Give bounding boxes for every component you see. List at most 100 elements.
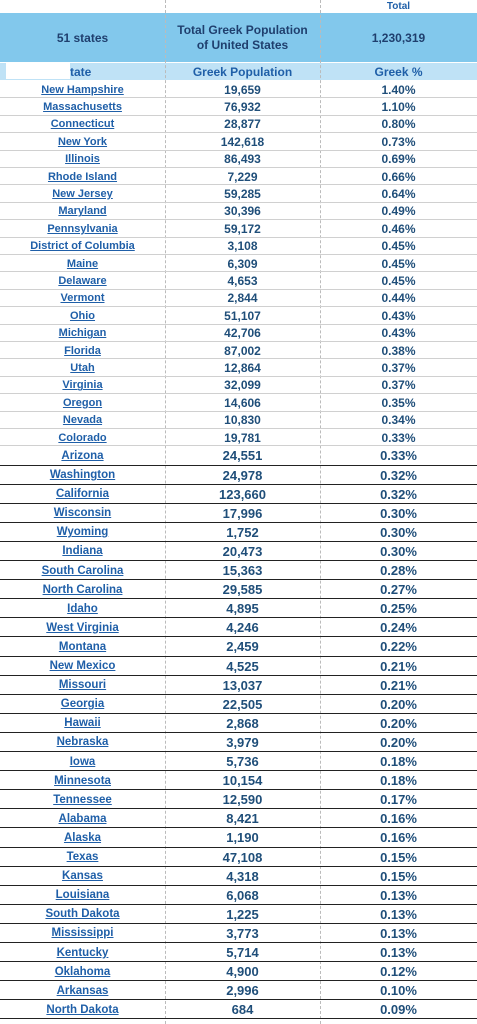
states-label: 51 states: [56, 30, 109, 45]
row-border: [0, 375, 477, 377]
population: 76,932: [224, 100, 261, 115]
state-name: North Carolina: [42, 583, 123, 596]
percent: 0.12%: [380, 964, 417, 980]
population: 22,505: [222, 696, 263, 712]
row-border: [0, 271, 477, 273]
percent: 0.44%: [381, 291, 416, 306]
percent: 0.37%: [381, 361, 416, 376]
row-border: [0, 201, 477, 203]
state-name: Georgia: [60, 698, 105, 711]
state-name: Oregon: [62, 396, 103, 409]
row-border: [0, 288, 477, 290]
state-name: Alaska: [63, 831, 102, 844]
state-name: Tennessee: [53, 793, 112, 806]
row-border: [0, 184, 477, 186]
row-border: [0, 1018, 477, 1020]
percent: 0.21%: [380, 658, 417, 674]
row-border: [0, 865, 477, 867]
state-name: Maine: [66, 257, 99, 270]
row-border: [0, 731, 477, 733]
percent: 0.13%: [380, 906, 417, 922]
state-name: Wisconsin: [53, 507, 112, 520]
state-name: Michigan: [58, 327, 107, 340]
population: 47,108: [222, 849, 263, 865]
row-border: [0, 961, 477, 963]
percent: 0.32%: [380, 467, 417, 483]
title-line: Total Greek Population: [177, 22, 308, 37]
population: 10,830: [224, 413, 261, 428]
percent: 0.13%: [380, 887, 417, 903]
percent: 0.38%: [381, 343, 416, 358]
state-name: Texas: [66, 851, 99, 864]
row-border: [0, 358, 477, 360]
row-border: [0, 980, 477, 982]
row-border: [0, 846, 477, 848]
row-border: [0, 942, 477, 943]
percent: 0.13%: [380, 945, 417, 961]
percent: 0.43%: [381, 308, 416, 323]
population: 4,318: [226, 868, 259, 884]
percent: 1.40%: [381, 82, 416, 97]
population: 20,473: [222, 543, 263, 559]
state-name: Minnesota: [54, 774, 111, 787]
percent: 0.20%: [380, 715, 417, 731]
row-border: [0, 884, 477, 886]
percent: 0.66%: [381, 169, 416, 184]
percent: 0.46%: [381, 221, 416, 236]
column-header: tate: [70, 64, 92, 79]
percent: 0.20%: [380, 734, 417, 750]
state-name: Connecticut: [50, 118, 115, 131]
column-header: Greek %: [374, 64, 423, 79]
row-border: [0, 540, 477, 542]
state-name: Florida: [64, 344, 101, 357]
population: 123,660: [219, 486, 266, 502]
row-border: [0, 617, 477, 619]
state-name: Virginia: [62, 379, 103, 392]
population: 5,736: [226, 754, 259, 770]
state-name: Indiana: [62, 545, 103, 558]
population: 32,099: [224, 378, 261, 393]
percent: 0.15%: [380, 849, 417, 865]
state-name: New Hampshire: [41, 83, 124, 96]
percent: 0.16%: [380, 811, 417, 827]
population: 14,606: [224, 395, 261, 410]
percent: 0.34%: [381, 413, 416, 428]
population: 86,493: [224, 152, 261, 167]
state-name: Idaho: [67, 602, 98, 615]
row-border: [0, 149, 477, 151]
state-name: District of Columbia: [30, 240, 135, 253]
population: 42,706: [224, 326, 261, 341]
row-border: [0, 393, 477, 395]
percent: 0.45%: [381, 274, 416, 289]
row-border: [0, 636, 477, 638]
state-name: Alabama: [58, 812, 107, 825]
percent: 0.45%: [381, 239, 416, 254]
state-name: Illinois: [65, 153, 100, 166]
state-name: Vermont: [60, 292, 105, 305]
percent: 0.37%: [381, 378, 416, 393]
population: 4,246: [226, 620, 259, 636]
state-name: Ohio: [69, 309, 96, 322]
population: 10,154: [222, 773, 263, 789]
row-border: [0, 502, 477, 504]
state-name: New Jersey: [52, 188, 113, 201]
row-border: [0, 410, 477, 412]
population: 4,900: [226, 964, 259, 980]
population: 3,979: [226, 734, 259, 750]
percent: 0.80%: [381, 117, 416, 132]
row-border: [0, 999, 477, 1001]
population: 59,285: [224, 187, 261, 202]
population: 87,002: [224, 343, 261, 358]
state-name: Rhode Island: [47, 170, 118, 183]
percent: 0.30%: [380, 543, 417, 559]
percent: 0.64%: [381, 187, 416, 202]
state-name: Mississippi: [51, 927, 114, 940]
percent: 0.17%: [380, 792, 417, 808]
population: 2,459: [226, 639, 259, 655]
population: 4,895: [226, 601, 259, 617]
row-border: [0, 236, 477, 238]
population: 2,996: [226, 983, 259, 999]
population: 7,229: [227, 169, 258, 184]
percent: 0.27%: [380, 582, 417, 598]
row-border: [0, 445, 477, 447]
